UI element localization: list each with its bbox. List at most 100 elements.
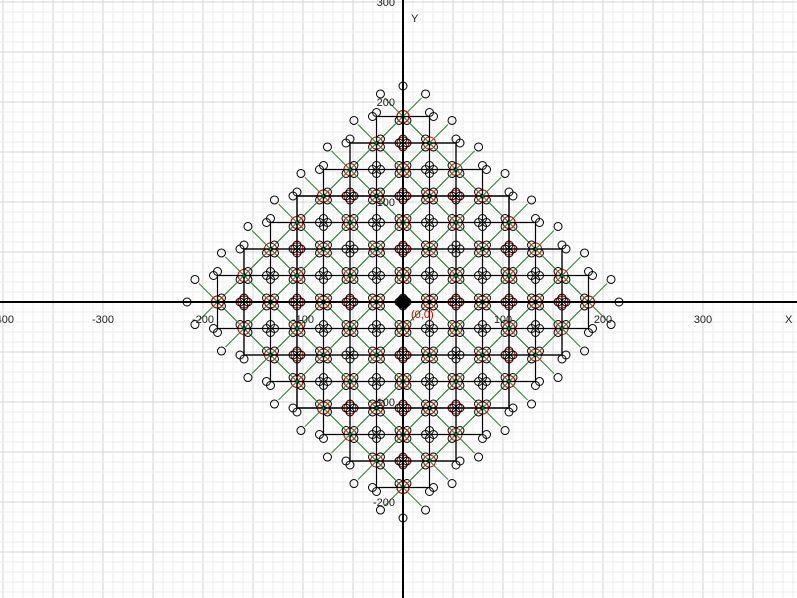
fractal-line xyxy=(561,328,581,348)
fractal-line xyxy=(490,309,510,329)
fractal-loop xyxy=(243,221,253,231)
fractal-loop xyxy=(190,274,200,284)
fractal-line xyxy=(402,381,422,401)
fractal-loop xyxy=(288,191,298,201)
fractal-loop xyxy=(429,112,438,121)
fractal-line xyxy=(349,203,369,223)
fractal-line xyxy=(490,222,510,242)
fractal-loop xyxy=(421,346,431,356)
fractal-loop xyxy=(429,218,438,227)
fractal-line xyxy=(357,354,377,374)
fractal-line xyxy=(455,362,475,382)
fractal-line xyxy=(278,309,298,329)
fractal-line xyxy=(402,328,422,348)
fractal-line xyxy=(561,309,581,329)
fractal-line xyxy=(402,203,422,223)
fractal-line xyxy=(543,275,563,295)
fractal-loop xyxy=(368,430,377,439)
fractal-loop xyxy=(269,399,279,409)
fractal-line xyxy=(349,275,369,295)
fractal-loop xyxy=(368,218,377,227)
fractal-loop xyxy=(368,377,377,386)
fractal-loop xyxy=(527,240,537,250)
fractal-loop xyxy=(553,267,563,277)
fractal-line xyxy=(384,275,404,295)
fractal-loop xyxy=(606,274,616,284)
fractal-loop xyxy=(341,350,351,360)
fractal-line xyxy=(384,381,404,401)
fractal-line xyxy=(296,362,316,382)
fractal-loop xyxy=(580,248,590,258)
fractal-loop xyxy=(375,505,385,515)
fractal-line xyxy=(402,169,422,189)
fractal-loop xyxy=(447,161,457,171)
fractal-loop xyxy=(553,327,563,337)
fractal-line xyxy=(429,354,449,374)
fractal-line xyxy=(225,275,245,295)
fractal-line xyxy=(357,230,377,250)
fractal-line xyxy=(508,328,528,348)
fractal-loop xyxy=(482,218,491,227)
fractal-line xyxy=(429,442,449,462)
fractal-line xyxy=(482,407,502,427)
fractal-line xyxy=(508,381,528,401)
fractal-loop xyxy=(474,271,483,280)
fractal-line xyxy=(384,415,404,435)
fractal-loop xyxy=(375,399,385,409)
fractal-loop xyxy=(421,187,431,197)
fractal-loop xyxy=(375,346,385,356)
fractal-loop xyxy=(504,354,514,364)
x-label: -100 xyxy=(292,314,314,326)
fractal-line xyxy=(508,362,528,382)
x-label: 100 xyxy=(494,314,512,326)
fractal-loop xyxy=(500,214,510,224)
fractal-loop xyxy=(243,267,253,277)
fractal-loop xyxy=(368,112,377,121)
fractal-loop xyxy=(561,350,571,360)
fractal-line xyxy=(304,389,324,409)
fractal-loop xyxy=(345,195,355,205)
fractal-line xyxy=(508,256,528,276)
fractal-loop xyxy=(535,218,544,227)
fractal-loop xyxy=(341,456,351,466)
fractal-loop xyxy=(500,380,510,390)
fractal-line xyxy=(384,487,404,507)
fractal-line xyxy=(561,275,581,295)
y-label: 300 xyxy=(377,0,395,9)
fractal-loop xyxy=(269,195,279,205)
fractal-loop xyxy=(447,267,457,277)
fractal-line xyxy=(331,222,351,242)
fractal-loop xyxy=(481,346,491,356)
fractal-line xyxy=(384,328,404,348)
fractal-loop xyxy=(315,218,324,227)
fractal-loop xyxy=(421,240,431,250)
fractal-line xyxy=(278,222,298,242)
fractal-line xyxy=(331,415,351,435)
fractal-loop xyxy=(375,452,385,462)
fractal-line xyxy=(402,116,422,136)
fractal-line xyxy=(331,203,351,223)
fractal-line xyxy=(278,381,298,401)
fractal-line xyxy=(429,248,449,268)
fractal-loop xyxy=(315,165,324,174)
fractal-line xyxy=(349,169,369,189)
fractal-line xyxy=(304,177,324,197)
y-label: 100 xyxy=(377,197,395,209)
fractal-loop xyxy=(504,248,514,258)
fractal-loop xyxy=(421,452,431,462)
fractal-loop xyxy=(588,324,597,333)
fractal-line xyxy=(198,301,218,321)
fractal-line xyxy=(331,434,351,454)
fractal-loop xyxy=(235,244,245,254)
fractal-loop xyxy=(323,271,332,280)
fractal-line xyxy=(429,142,449,162)
fractal-loop xyxy=(322,399,332,409)
fractal-loop xyxy=(322,354,332,364)
fractal-line xyxy=(331,150,351,170)
fractal-line xyxy=(357,442,377,462)
fractal-line xyxy=(331,275,351,295)
fractal-loop xyxy=(375,89,385,99)
fractal-line xyxy=(588,301,608,321)
fractal-line xyxy=(402,275,422,295)
fractal-loop xyxy=(296,380,306,390)
